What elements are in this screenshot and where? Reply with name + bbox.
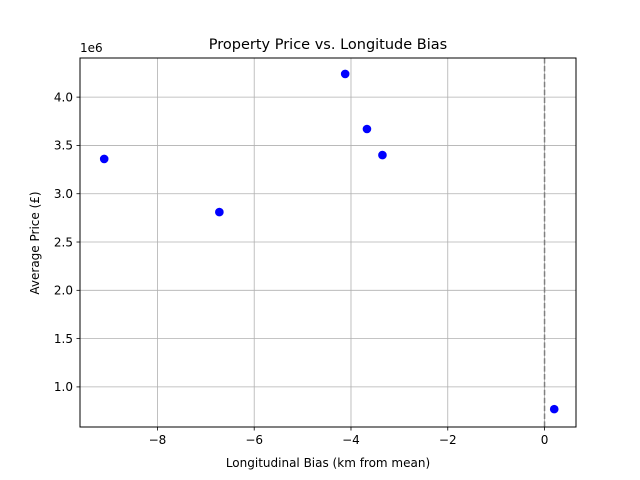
y-axis-ticks: 1.0 1.5 2.0 2.5 3.0 3.5 4.0: [54, 90, 80, 394]
chart-title: Property Price vs. Longitude Bias: [209, 37, 447, 53]
x-axis-label: Longitudinal Bias (km from mean): [226, 456, 430, 470]
y-offset-label: 1e6: [80, 41, 103, 55]
x-tick-label: −4: [342, 433, 360, 447]
data-point: [215, 207, 224, 217]
data-point: [549, 404, 559, 414]
y-tick-label: 2.0: [54, 284, 73, 298]
y-tick-label: 1.0: [54, 380, 73, 394]
data-point: [99, 154, 109, 164]
data-point: [340, 69, 350, 79]
y-tick-label: 2.5: [54, 235, 73, 249]
y-axis-label: Average Price (£): [28, 191, 42, 294]
x-tick-label: −2: [439, 433, 457, 447]
x-axis-ticks: −8 −6 −4 −2 0: [149, 427, 549, 447]
y-tick-label: 3.5: [54, 139, 73, 153]
data-point: [362, 124, 372, 134]
plot-frame: [79, 57, 577, 428]
x-tick-label: −8: [149, 433, 167, 447]
y-tick-label: 3.0: [54, 187, 73, 201]
data-point: [378, 150, 387, 160]
y-tick-label: 4.0: [54, 90, 73, 104]
grid: [80, 58, 576, 427]
x-tick-label: 0: [541, 433, 549, 447]
x-tick-label: −6: [245, 433, 263, 447]
data-points: [99, 69, 559, 414]
y-tick-label: 1.5: [54, 332, 73, 346]
